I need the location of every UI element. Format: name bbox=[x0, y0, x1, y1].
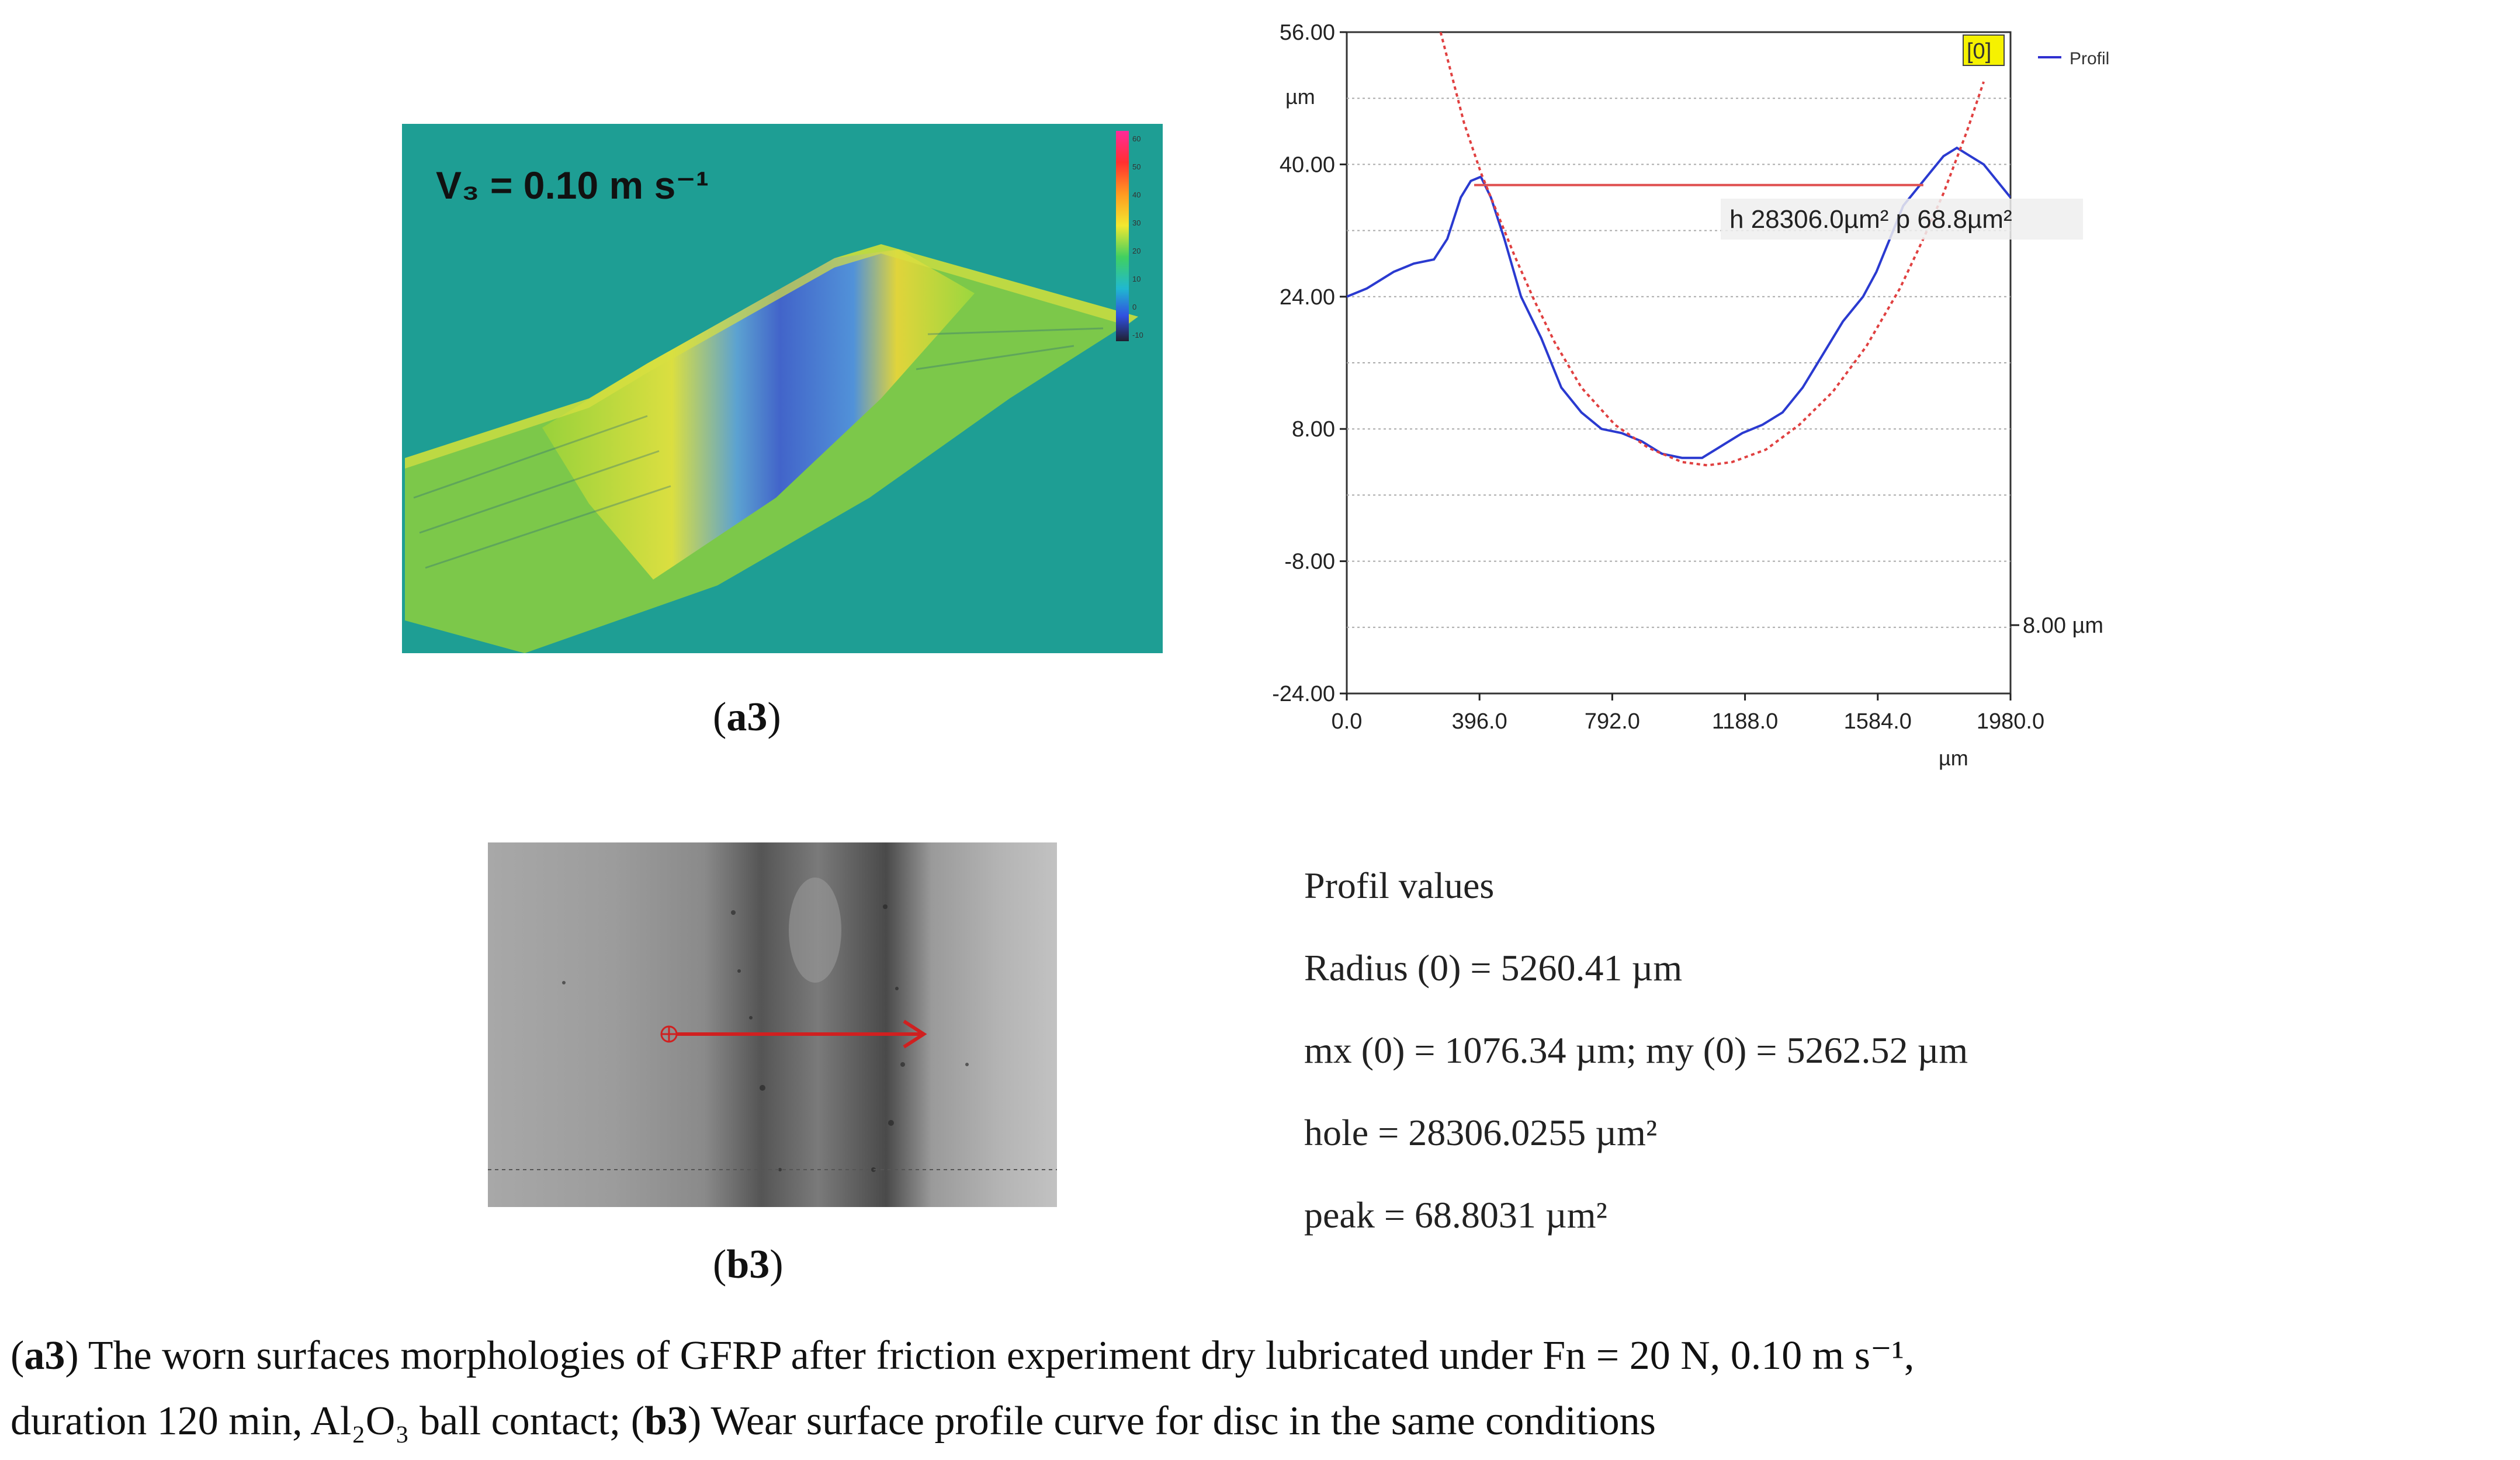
x-tick-label: 792.0 bbox=[1585, 709, 1640, 734]
annotation-box bbox=[1721, 199, 2083, 240]
marker-box bbox=[1963, 34, 2005, 66]
x-tick-label: 396.0 bbox=[1452, 709, 1507, 734]
x-tick-label: 0.0 bbox=[1332, 709, 1363, 734]
colorbar-tick: 10 bbox=[1132, 275, 1141, 283]
caption-text-a2: duration 120 min, Al₂O₃ ball contact; ( bbox=[11, 1399, 644, 1444]
profil-values-block: Profil values Radius (0) = 5260.41 µm mx… bbox=[1304, 844, 1968, 1256]
y-axis-unit: µm bbox=[1285, 85, 1315, 109]
right-scale-label: 8.00 µm bbox=[2023, 613, 2103, 638]
figure-caption: (a3) The worn surfaces morphologies of G… bbox=[11, 1333, 1915, 1444]
caption-text-a: ) The worn surfaces morphologies of GFRP… bbox=[65, 1333, 1915, 1378]
colorbar-tick: 30 bbox=[1132, 219, 1141, 227]
profil-radius: Radius (0) = 5260.41 µm bbox=[1304, 947, 1683, 989]
profil-hole: hole = 28306.0255 µm² bbox=[1304, 1112, 1658, 1153]
annotation-label: h 28306.0µm² p 68.8µm² bbox=[1729, 205, 2012, 234]
caption-text-b: ) Wear surface profile curve for disc in… bbox=[687, 1399, 1656, 1444]
x-axis-unit: µm bbox=[1939, 746, 1968, 770]
x-tick-label: 1188.0 bbox=[1712, 709, 1778, 734]
y-tick-label: -24.00 bbox=[1272, 682, 1335, 706]
colorbar-tick: 0 bbox=[1132, 303, 1136, 311]
legend-label: Profil bbox=[2070, 49, 2109, 68]
panel-label-a3: (a3) bbox=[713, 695, 781, 740]
y-tick-label: 56.00 bbox=[1280, 20, 1335, 45]
x-tick-label: 1584.0 bbox=[1844, 709, 1912, 734]
micro-background bbox=[488, 842, 1057, 1207]
y-tick-label: 24.00 bbox=[1280, 285, 1335, 310]
microscope-image bbox=[488, 842, 1057, 1207]
y-tick-label: 8.00 bbox=[1292, 417, 1335, 442]
velocity-label: V₃ = 0.10 m s⁻¹ bbox=[436, 164, 709, 207]
colorbar-tick: 50 bbox=[1132, 162, 1141, 171]
x-tick-label: 1980.0 bbox=[1977, 709, 2044, 734]
series-fit-circle bbox=[1439, 32, 1985, 467]
marker-label: [0] bbox=[1967, 39, 1991, 64]
profil-mx-my: mx (0) = 1076.34 µm; my (0) = 5262.52 µm bbox=[1304, 1029, 1968, 1071]
caption-label-b3: b3 bbox=[644, 1399, 688, 1444]
profil-peak: peak = 68.8031 µm² bbox=[1304, 1194, 1607, 1236]
colorbar-tick: -10 bbox=[1132, 331, 1143, 339]
y-tick-label: -8.00 bbox=[1284, 550, 1335, 574]
profil-values-title: Profil values bbox=[1304, 865, 1495, 906]
colorbar-tick: 40 bbox=[1132, 190, 1141, 199]
profile-chart: 56.00 40.00 24.00 8.00 -8.00 -24.00 0.0 396.0 7… bbox=[1272, 20, 2109, 770]
series-profil bbox=[1347, 146, 2011, 459]
panel-label-b3: (b3) bbox=[713, 1242, 784, 1287]
wear-track bbox=[542, 249, 975, 580]
colorbar bbox=[1116, 131, 1129, 341]
arrow-head-icon bbox=[903, 1019, 927, 1049]
colorbar-tick: 60 bbox=[1132, 134, 1141, 143]
y-tick-label: 40.00 bbox=[1280, 152, 1335, 177]
surface-3d-image: V₃ = 0.10 m s⁻¹ 60 50 40 30 20 10 0 -10 bbox=[402, 124, 1163, 653]
caption-label-a3: a3 bbox=[24, 1333, 65, 1378]
colorbar-tick: 20 bbox=[1132, 247, 1141, 255]
